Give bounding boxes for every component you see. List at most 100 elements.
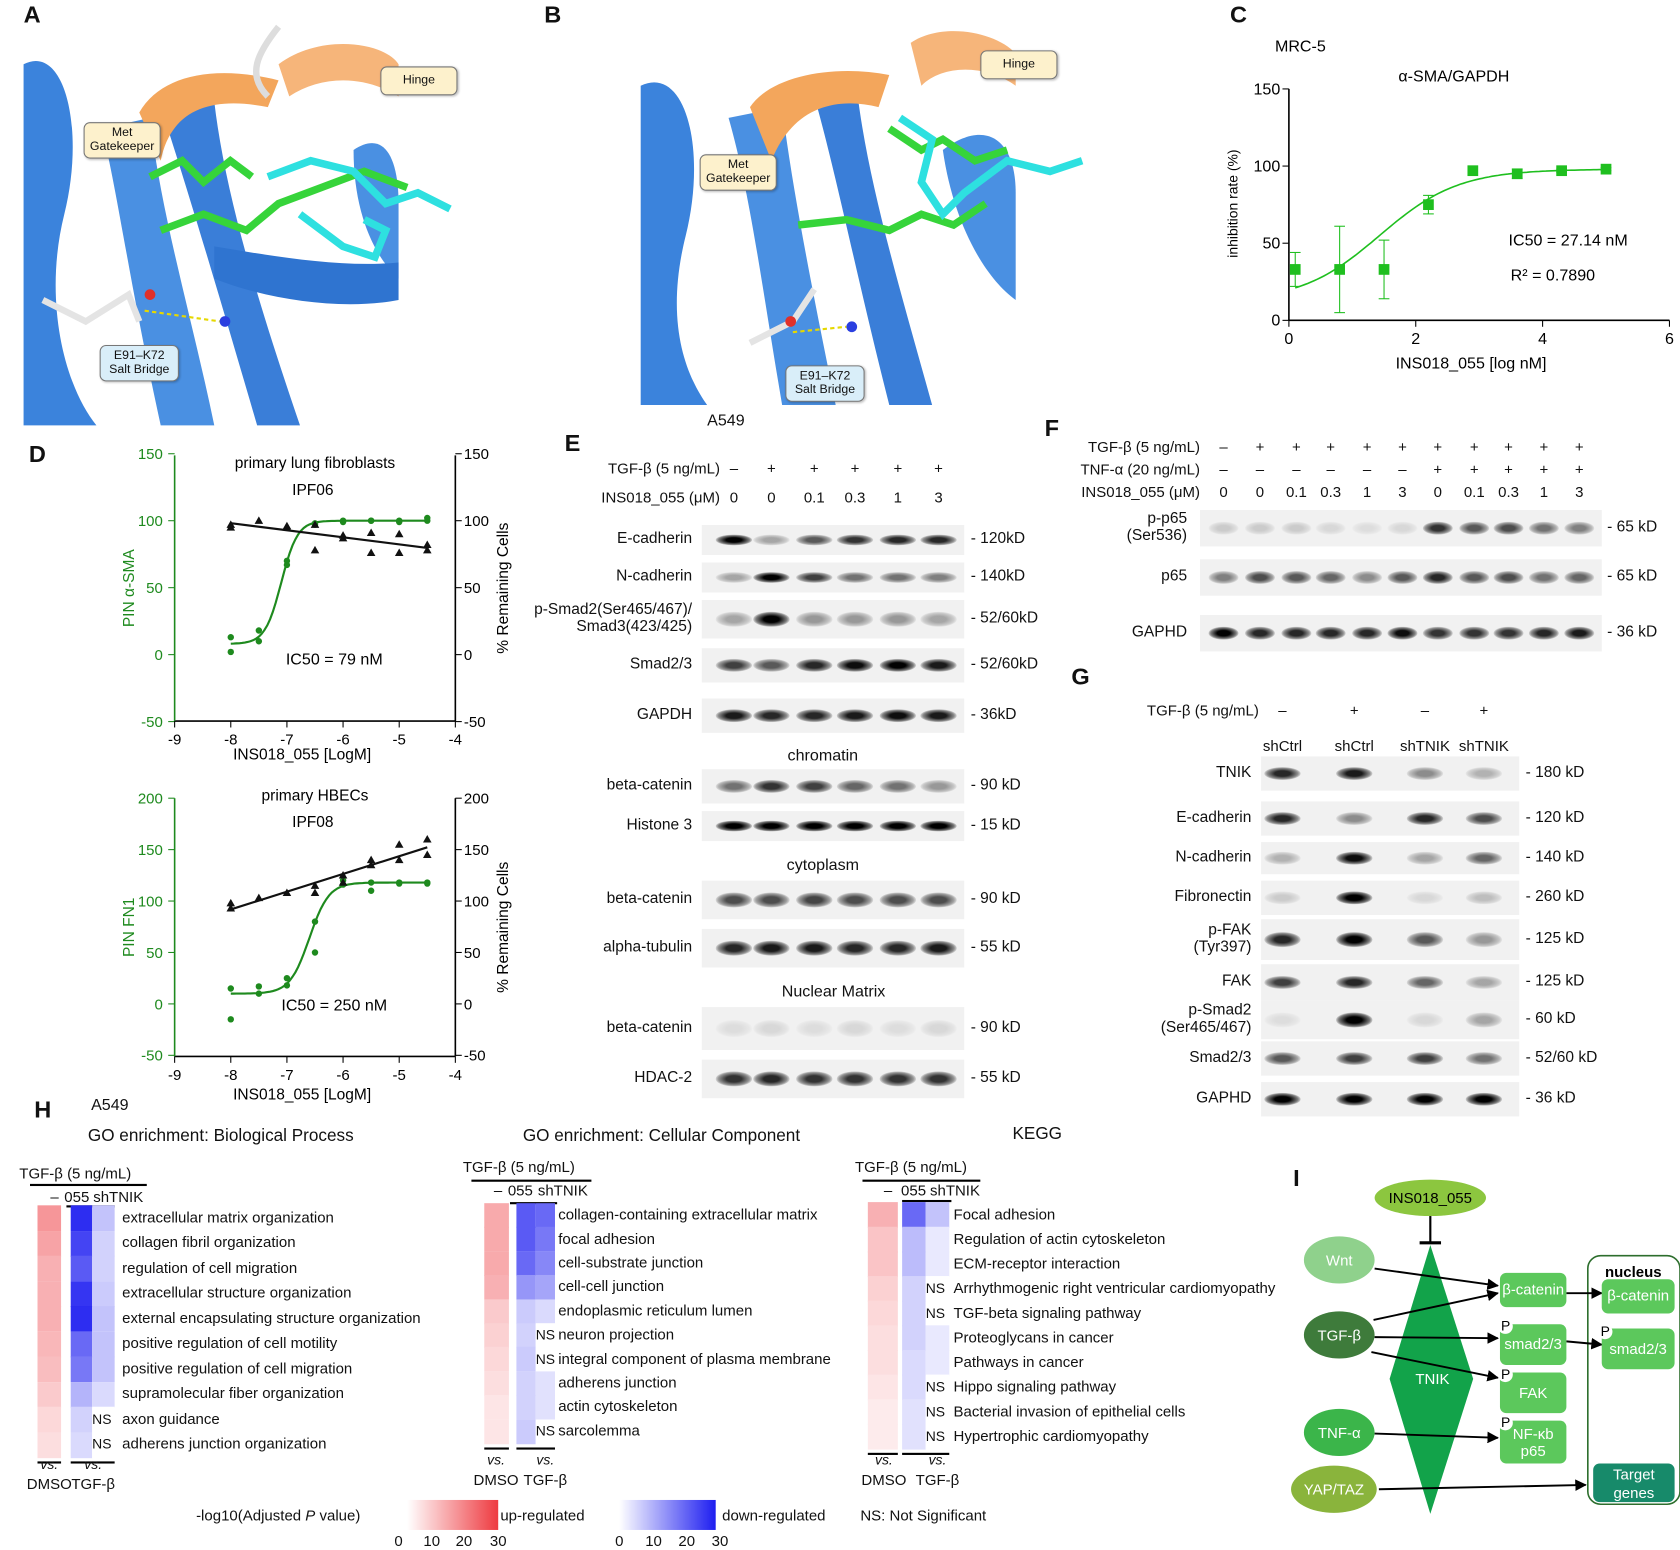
molecular-weight-label: - 36 kD: [1607, 623, 1658, 641]
data-point: [1378, 264, 1390, 275]
heatmap-cell: [925, 1399, 950, 1425]
treatment-value: +: [893, 459, 903, 477]
heatmap-term: Bacterial invasion of epithelial cells: [953, 1401, 1186, 1420]
panel-letter-g: G: [1071, 663, 1090, 690]
band: [796, 658, 833, 672]
y-tick-label-right: 100: [464, 893, 489, 910]
treatment-value: –: [729, 459, 739, 477]
treatment-value: +: [1362, 438, 1372, 456]
band: [836, 709, 874, 723]
band: [715, 611, 753, 627]
band: [879, 571, 917, 584]
band: [1244, 521, 1275, 536]
band: [1208, 570, 1239, 585]
data-point: [283, 557, 291, 565]
blot-smad2-3: [1261, 1041, 1520, 1076]
yap-taz-label: YAP/TAZ: [1304, 1482, 1364, 1499]
blot-p-fak: [1261, 919, 1520, 960]
blot-tnik: [1261, 756, 1520, 791]
band: [920, 534, 957, 546]
data-point: [1511, 168, 1523, 180]
band: [1422, 626, 1453, 641]
band: [796, 1071, 833, 1087]
y-tick-label-right: 150: [464, 842, 489, 859]
band: [1406, 1052, 1444, 1066]
heatmap-cell: [902, 1423, 926, 1450]
y-tick-label-right: -50: [464, 714, 486, 731]
chart-title: α-SMA/GAPDH: [1398, 67, 1509, 85]
y-tick-label: 0: [155, 647, 163, 664]
data-point-triangle: [394, 548, 404, 557]
heatmap-cell: [70, 1356, 93, 1383]
heatmap-legend-label: -log10(Adjusted P value): [196, 1506, 361, 1524]
blot-p-smad2-ser465-467-: [701, 599, 965, 639]
blot-label: p65: [1161, 567, 1188, 585]
data-point: [227, 1016, 234, 1023]
cell-line-label-h: A549: [91, 1096, 129, 1115]
data-point: [311, 918, 319, 925]
band: [879, 779, 917, 793]
target-genes-node: [1593, 1463, 1675, 1503]
band: [920, 611, 957, 627]
blot-label: N-cadherin: [616, 567, 693, 585]
data-point-triangle: [282, 523, 292, 531]
blot-label: GAPHD: [1131, 623, 1188, 641]
treatment-value: +: [1574, 438, 1584, 456]
y-tick-label-right: 150: [464, 446, 489, 463]
band: [1281, 570, 1312, 585]
colorbar-tick: 10: [423, 1532, 441, 1550]
x-tick-label: -4: [449, 732, 462, 749]
heatmap-cell: [925, 1423, 950, 1450]
band: [796, 892, 833, 908]
heatmap-cell: [37, 1230, 62, 1257]
divider-line: [37, 1461, 62, 1464]
band: [1564, 626, 1595, 641]
heatmap-title-kegg: KEGG: [1012, 1124, 1063, 1144]
down-regulated-label: down-regulated: [722, 1506, 826, 1524]
y-tick-label-right: 100: [464, 513, 489, 530]
blot-label: p-p65 (Ser536): [1126, 509, 1188, 545]
beta-catenin-node: [1499, 1272, 1567, 1308]
treatment-value: +: [1433, 438, 1443, 456]
band: [796, 709, 833, 723]
molecular-weight-label: - 140 kD: [1525, 848, 1585, 866]
hinge-label-a: Hinge: [380, 66, 458, 96]
molecular-weight-label: - 65 kD: [1607, 567, 1658, 585]
comparison-vs: vs.: [487, 1451, 505, 1468]
heatmap-cell: [484, 1299, 509, 1324]
treatment-value: 0.3: [844, 488, 866, 506]
treatment-value: 0.3: [1320, 483, 1342, 501]
data-point-triangle: [366, 528, 376, 536]
heatmap-cell: [37, 1205, 62, 1232]
panel-letter-c: C: [1229, 1, 1247, 28]
ns-legend-label: NS: Not Significant: [860, 1506, 987, 1524]
hinge-label-b: Hinge: [980, 50, 1058, 80]
band: [1465, 1012, 1503, 1028]
band: [920, 779, 957, 793]
comparison-reference: DMSO: [473, 1471, 519, 1489]
heatmap-cell: [902, 1374, 926, 1400]
heatmap-cell: [92, 1306, 115, 1332]
blot-label: E-cadherin: [616, 530, 693, 548]
blot-label: beta-catenin: [606, 776, 693, 794]
molecular-weight-label: - 125 kD: [1525, 929, 1585, 948]
tgf-beta-node: [1303, 1311, 1375, 1359]
heatmap-cell: [925, 1276, 950, 1302]
heatmap-cell: [70, 1280, 93, 1307]
x-tick-label: -9: [168, 1067, 181, 1084]
treatment-value: –: [1255, 460, 1265, 478]
heatmap-cell: [484, 1275, 509, 1300]
heatmap-term: regulation of cell migration: [122, 1258, 298, 1276]
data-point: [367, 887, 375, 894]
blot-beta-catenin: [701, 769, 965, 804]
heatmap-cell: [925, 1226, 950, 1253]
blot-label: p-Smad2 (Ser465/467): [1160, 1001, 1252, 1036]
heatmap-cell: [70, 1406, 93, 1433]
band: [753, 658, 790, 672]
heatmap-cell: [516, 1275, 536, 1300]
ins018-055-node: [1374, 1179, 1487, 1217]
treatment-value: +: [1574, 460, 1584, 478]
band: [879, 892, 917, 908]
target-label: Target: [1613, 1467, 1655, 1484]
data-point-triangle: [394, 529, 404, 538]
